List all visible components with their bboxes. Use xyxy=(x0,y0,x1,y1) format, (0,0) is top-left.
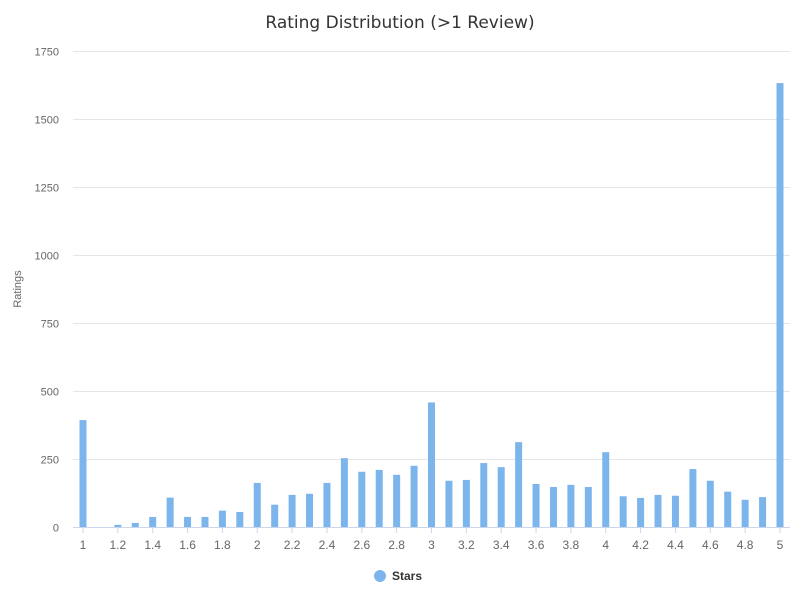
bar[interactable] xyxy=(375,469,383,527)
bar[interactable] xyxy=(201,516,209,527)
bar[interactable] xyxy=(532,484,540,527)
y-tick-label: 1750 xyxy=(35,47,59,59)
x-tick-label: 1 xyxy=(80,538,87,552)
y-tick-label: 1500 xyxy=(35,115,59,127)
x-tick-label: 4.4 xyxy=(667,538,684,552)
bar[interactable] xyxy=(306,493,314,527)
bar[interactable] xyxy=(393,474,401,527)
x-axis-ticks: 1 1.2 1.4 1.6 1.8 2 2.2 2.4 2.6 2.8 3 3.2 3.4 3.6 3.8 4… xyxy=(80,527,784,552)
y-tick-label: 1250 xyxy=(35,183,59,195)
y-tick-label: 500 xyxy=(41,387,59,399)
y-axis-ticks: 0 250 500 750 1000 1250 1500 1750 xyxy=(35,47,59,535)
bar[interactable] xyxy=(236,512,244,527)
x-tick-label: 3.6 xyxy=(528,538,545,552)
bar[interactable] xyxy=(515,442,523,527)
bar[interactable] xyxy=(166,497,174,527)
bar[interactable] xyxy=(567,484,575,527)
x-tick-label: 2.2 xyxy=(284,538,301,552)
bar[interactable] xyxy=(689,469,697,527)
bar[interactable] xyxy=(428,402,435,527)
bar[interactable] xyxy=(79,420,87,527)
x-tick-label: 3.2 xyxy=(458,538,475,552)
bar[interactable] xyxy=(741,499,749,527)
bar[interactable] xyxy=(549,487,557,527)
gridlines xyxy=(73,51,790,460)
bar[interactable] xyxy=(584,487,592,527)
x-tick-label: 4.8 xyxy=(737,538,754,552)
x-tick-label: 3 xyxy=(428,538,435,552)
x-tick-label: 2.8 xyxy=(388,538,405,552)
bar[interactable] xyxy=(271,504,279,527)
bar[interactable] xyxy=(340,458,348,527)
bar[interactable] xyxy=(288,494,296,527)
bar[interactable] xyxy=(253,482,261,527)
legend-label-stars: Stars xyxy=(392,569,422,583)
bar[interactable] xyxy=(184,516,192,527)
bar[interactable] xyxy=(358,471,366,527)
y-axis-title: Ratings xyxy=(12,270,24,308)
y-tick-label: 750 xyxy=(41,319,59,331)
x-tick-label: 2.6 xyxy=(353,538,370,552)
bar[interactable] xyxy=(619,496,627,527)
x-tick-label: 3.4 xyxy=(493,538,510,552)
x-tick-label: 1.6 xyxy=(179,538,196,552)
x-tick-label: 1.2 xyxy=(110,538,127,552)
x-tick-label: 4 xyxy=(602,538,609,552)
y-tick-label: 250 xyxy=(41,455,59,467)
bar[interactable] xyxy=(671,495,679,527)
x-tick-label: 4.2 xyxy=(632,538,649,552)
bar[interactable] xyxy=(602,452,610,527)
bar[interactable] xyxy=(131,522,139,527)
x-tick-label: 2.4 xyxy=(319,538,336,552)
bar[interactable] xyxy=(323,482,331,527)
x-tick-label: 1.8 xyxy=(214,538,231,552)
x-tick-label: 5 xyxy=(777,538,784,552)
legend[interactable]: Stars xyxy=(374,569,422,583)
bar[interactable] xyxy=(480,463,488,527)
legend-marker-stars xyxy=(374,570,386,582)
bar[interactable] xyxy=(462,479,470,527)
bar[interactable] xyxy=(637,497,645,527)
bar[interactable] xyxy=(149,516,157,527)
y-tick-label: 0 xyxy=(53,523,59,535)
bar[interactable] xyxy=(218,510,226,527)
bar[interactable] xyxy=(759,497,767,527)
bar[interactable] xyxy=(776,83,784,527)
x-tick-label: 1.4 xyxy=(144,538,161,552)
bar[interactable] xyxy=(706,480,714,527)
chart-title: Rating Distribution (>1 Review) xyxy=(265,13,534,33)
bar[interactable] xyxy=(724,491,732,527)
bar[interactable] xyxy=(445,480,453,527)
x-tick-label: 2 xyxy=(254,538,261,552)
bar[interactable] xyxy=(114,524,122,527)
x-tick-label: 3.8 xyxy=(563,538,580,552)
bar[interactable] xyxy=(654,494,662,527)
y-tick-label: 1000 xyxy=(35,251,59,263)
x-tick-label: 4.6 xyxy=(702,538,719,552)
bar[interactable] xyxy=(410,465,418,527)
bar[interactable] xyxy=(497,467,505,527)
bars xyxy=(79,83,784,527)
